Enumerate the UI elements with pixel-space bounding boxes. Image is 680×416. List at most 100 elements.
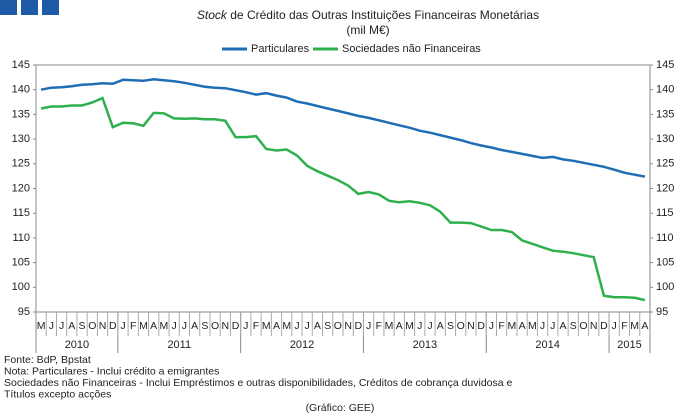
- y2-tick-label: 135: [656, 108, 674, 120]
- x-tick-label: J: [243, 320, 248, 332]
- x-tick-label: J: [305, 320, 310, 332]
- x-tick-label: F: [498, 320, 504, 332]
- x-tick-label: J: [172, 320, 177, 332]
- source-note: Sociedades não Financeiras - Inclui Empr…: [4, 377, 513, 389]
- x-tick-label: D: [232, 320, 240, 332]
- x-tick-label: O: [334, 320, 342, 332]
- y-tick-label: 140: [12, 84, 30, 96]
- y2-tick-label: 110: [656, 232, 674, 244]
- x-tick-label: A: [314, 320, 321, 332]
- series-line: [40, 78, 646, 178]
- x-tick-label: S: [570, 320, 577, 332]
- x-tick-label: J: [612, 320, 617, 332]
- y-tick-label: 135: [12, 108, 30, 120]
- x-tick-label: J: [366, 320, 371, 332]
- x-tick-label: J: [417, 320, 422, 332]
- title-part: Stock: [197, 8, 228, 22]
- x-tick-label: A: [191, 320, 198, 332]
- y-tick-label: 145: [12, 59, 30, 71]
- logo-square: [21, 0, 38, 15]
- x-tick-label: S: [201, 320, 208, 332]
- legend-label: Particulares: [251, 43, 310, 55]
- y2-tick-label: 120: [656, 182, 674, 194]
- x-tick-label: M: [282, 320, 291, 332]
- y2-tick-label: 115: [656, 207, 674, 219]
- x-tick-label: N: [344, 320, 352, 332]
- year-label: 2013: [413, 339, 437, 351]
- x-tick-label: S: [79, 320, 86, 332]
- x-tick-label: F: [376, 320, 382, 332]
- x-tick-label: A: [68, 320, 75, 332]
- y2-tick-label: 100: [656, 281, 674, 293]
- x-tick-label: D: [355, 320, 363, 332]
- x-tick-label: M: [37, 320, 46, 332]
- logo-square: [42, 0, 59, 15]
- x-tick-label: O: [211, 320, 219, 332]
- x-tick-label: M: [528, 320, 537, 332]
- x-tick-label: N: [222, 320, 230, 332]
- x-tick-label: M: [385, 320, 394, 332]
- x-tick-label: S: [447, 320, 454, 332]
- x-tick-label: S: [324, 320, 331, 332]
- x-tick-label: J: [120, 320, 125, 332]
- logo-square: [0, 0, 17, 15]
- x-tick-label: F: [253, 320, 259, 332]
- x-tick-label: N: [590, 320, 598, 332]
- x-tick-label: A: [519, 320, 526, 332]
- x-tick-label: J: [540, 320, 545, 332]
- year-label: 2010: [65, 339, 89, 351]
- x-tick-label: A: [273, 320, 280, 332]
- y2-tick-label: 95: [656, 306, 668, 318]
- x-tick-label: M: [507, 320, 516, 332]
- x-tick-label: J: [49, 320, 54, 332]
- x-tick-label: J: [59, 320, 64, 332]
- y-tick-label: 130: [12, 133, 30, 145]
- y2-tick-label: 140: [656, 84, 674, 96]
- x-tick-label: A: [641, 320, 648, 332]
- year-label: 2014: [535, 339, 559, 351]
- x-tick-label: A: [396, 320, 403, 332]
- legend-label: Sociedades não Financeiras: [342, 43, 481, 55]
- y-tick-label: 110: [12, 232, 30, 244]
- x-tick-label: N: [99, 320, 107, 332]
- x-tick-label: F: [621, 320, 627, 332]
- x-tick-label: J: [427, 320, 432, 332]
- x-tick-label: F: [130, 320, 136, 332]
- y-tick-label: 95: [18, 306, 30, 318]
- y2-tick-label: 125: [656, 158, 674, 170]
- x-tick-label: M: [160, 320, 169, 332]
- x-tick-label: J: [489, 320, 494, 332]
- x-tick-label: D: [477, 320, 485, 332]
- plot-frame: [35, 64, 651, 313]
- x-tick-label: O: [457, 320, 465, 332]
- x-tick-label: J: [294, 320, 299, 332]
- y2-tick-label: 145: [656, 59, 674, 71]
- source-note: Nota: Particulares - Inclui crédito a em…: [4, 365, 219, 377]
- credit: (Gráfico: GEE): [306, 402, 375, 414]
- series-line: [40, 96, 646, 302]
- x-tick-label: A: [560, 320, 567, 332]
- year-label: 2011: [167, 339, 191, 351]
- source-note: Títulos excepto acções: [4, 388, 111, 400]
- y-tick-label: 105: [12, 257, 30, 269]
- source-note: Fonte: BdP, Bpstat: [4, 354, 91, 366]
- y2-tick-label: 130: [656, 133, 674, 145]
- y-tick-label: 120: [12, 182, 30, 194]
- y-tick-label: 125: [12, 158, 30, 170]
- year-label: 2012: [290, 339, 314, 351]
- chart-title: Stock de Crédito das Outras Instituições…: [197, 8, 539, 22]
- x-tick-label: M: [405, 320, 414, 332]
- x-tick-label: M: [630, 320, 639, 332]
- x-tick-label: M: [262, 320, 271, 332]
- y2-tick-label: 105: [656, 257, 674, 269]
- year-label: 2015: [617, 339, 641, 351]
- title-part: de Crédito das Outras Instituições Finan…: [227, 8, 539, 22]
- x-tick-label: N: [467, 320, 475, 332]
- x-tick-label: A: [437, 320, 444, 332]
- subtitle: (mil M€): [346, 23, 389, 37]
- x-tick-label: O: [579, 320, 587, 332]
- y-tick-label: 100: [12, 281, 30, 293]
- x-tick-label: J: [550, 320, 555, 332]
- x-tick-label: J: [182, 320, 187, 332]
